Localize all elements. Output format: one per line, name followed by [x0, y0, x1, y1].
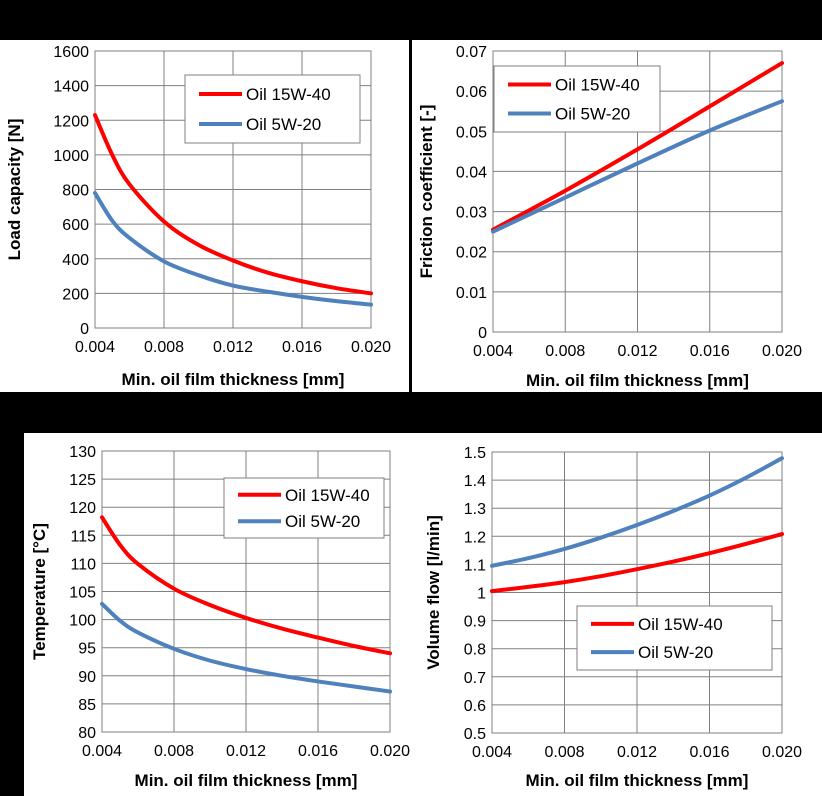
chart-1: 0.004 0.008 0.012 0.016 0.020 0 200 400 600 800 10… — [0, 40, 409, 392]
x-tick-label: 0.020 — [762, 343, 802, 360]
chart-4: 0.004 0.008 0.012 0.016 0.020 0.5 0.6 0.7 0.8 0.9… — [417, 433, 822, 796]
y-axis-label: Load capacity [N] — [5, 119, 24, 261]
y-tick-label: 600 — [62, 217, 89, 234]
x-tick-label: 0.020 — [351, 339, 391, 356]
y-tick-label: 0.01 — [456, 285, 487, 302]
y-tick-label: 95 — [78, 641, 96, 658]
y-tick-label: 1.3 — [464, 501, 486, 518]
legend-label: Oil 15W-40 — [285, 486, 370, 505]
x-tick-label: 0.004 — [473, 343, 513, 360]
y-tick-label: 1 — [477, 586, 486, 603]
y-tick-label: 0.07 — [456, 44, 487, 61]
y-tick-label: 1.4 — [464, 473, 486, 490]
y-tick-label: 130 — [69, 444, 96, 461]
y-tick-label: 0.5 — [464, 726, 486, 743]
y-tick-label: 1.2 — [464, 529, 486, 546]
x-tick-label: 0.016 — [298, 743, 338, 760]
legend-label: Oil 15W-40 — [246, 85, 331, 104]
legend-label: Oil 15W-40 — [555, 75, 640, 94]
x-tick-label: 0.008 — [154, 743, 194, 760]
y-tick-label: 85 — [78, 697, 96, 714]
y-axis-label: Temperature [°C] — [30, 523, 49, 660]
x-tick-label: 0.012 — [213, 339, 253, 356]
y-tick-label: 0.7 — [464, 670, 486, 687]
x-axis-label: Min. oil film thickness [mm] — [526, 371, 749, 390]
x-tick-label: 0.004 — [82, 743, 122, 760]
x-tick-label: 0.008 — [545, 343, 585, 360]
legend-label: Oil 15W-40 — [638, 615, 723, 634]
y-tick-label: 800 — [62, 183, 89, 200]
y-axis-label: Volume flow [l/min] — [424, 515, 443, 670]
x-axis-label: Min. oil film thickness [mm] — [122, 370, 345, 389]
y-tick-label: 80 — [78, 725, 96, 742]
y-tick-label: 1400 — [53, 79, 89, 96]
y-tick-label: 120 — [69, 500, 96, 517]
legend-label: Oil 5W-20 — [555, 105, 630, 124]
legend: Oil 15W-40 Oil 5W-20 — [185, 75, 360, 143]
y-tick-label: 1.5 — [464, 445, 486, 462]
x-tick-label: 0.012 — [617, 343, 657, 360]
x-tick-label: 0.004 — [75, 339, 115, 356]
y-tick-label: 0.06 — [456, 84, 487, 101]
y-tick-label: 0.8 — [464, 642, 486, 659]
y-tick-label: 0.9 — [464, 614, 486, 631]
y-tick-label: 0.03 — [456, 205, 487, 222]
y-tick-label: 1000 — [53, 148, 89, 165]
y-tick-label: 400 — [62, 252, 89, 269]
legend: Oil 15W-40 Oil 5W-20 — [577, 606, 772, 670]
legend-label: Oil 5W-20 — [246, 115, 321, 134]
legend: Oil 15W-40 Oil 5W-20 — [224, 478, 384, 538]
x-tick-label: 0.012 — [226, 743, 266, 760]
x-tick-label: 0.016 — [689, 744, 729, 761]
y-axis-label: Friction coefficient [-] — [417, 105, 436, 279]
x-tick-label: 0.016 — [282, 339, 322, 356]
y-tick-label: 110 — [70, 556, 96, 573]
chart-3: 0.004 0.008 0.012 0.016 0.020 80 85 90 95 100 105 1… — [24, 433, 422, 796]
x-tick-label: 0.020 — [762, 744, 802, 761]
y-tick-label: 0.6 — [464, 698, 486, 715]
y-tick-label: 1600 — [53, 44, 89, 61]
x-tick-label: 0.020 — [370, 743, 410, 760]
y-tick-label: 100 — [69, 613, 96, 630]
y-tick-label: 125 — [69, 472, 96, 489]
x-tick-label: 0.004 — [472, 744, 512, 761]
x-axis-label: Min. oil film thickness [mm] — [135, 771, 358, 790]
y-tick-label: 0.05 — [456, 124, 487, 141]
y-tick-label: 115 — [70, 528, 96, 545]
y-tick-label: 0 — [80, 321, 89, 338]
chart-2: 0.004 0.008 0.012 0.016 0.020 0 0.01 0.02 0.03 0.… — [412, 40, 822, 392]
y-tick-label: 0 — [478, 325, 487, 342]
y-tick-label: 1200 — [53, 113, 89, 130]
x-tick-label: 0.016 — [690, 343, 730, 360]
y-tick-label: 0.04 — [456, 164, 487, 181]
y-tick-label: 105 — [69, 585, 96, 602]
x-tick-label: 0.012 — [617, 744, 657, 761]
x-tick-label: 0.008 — [144, 339, 184, 356]
legend: Oil 15W-40 Oil 5W-20 — [494, 66, 660, 132]
x-tick-label: 0.008 — [544, 744, 584, 761]
y-tick-label: 0.02 — [456, 245, 487, 262]
y-tick-label: 90 — [78, 669, 96, 686]
legend-label: Oil 5W-20 — [638, 643, 713, 662]
y-tick-label: 1.1 — [464, 557, 486, 574]
x-axis-label: Min. oil film thickness [mm] — [526, 771, 749, 790]
legend-label: Oil 5W-20 — [285, 512, 360, 531]
y-tick-label: 200 — [62, 286, 89, 303]
